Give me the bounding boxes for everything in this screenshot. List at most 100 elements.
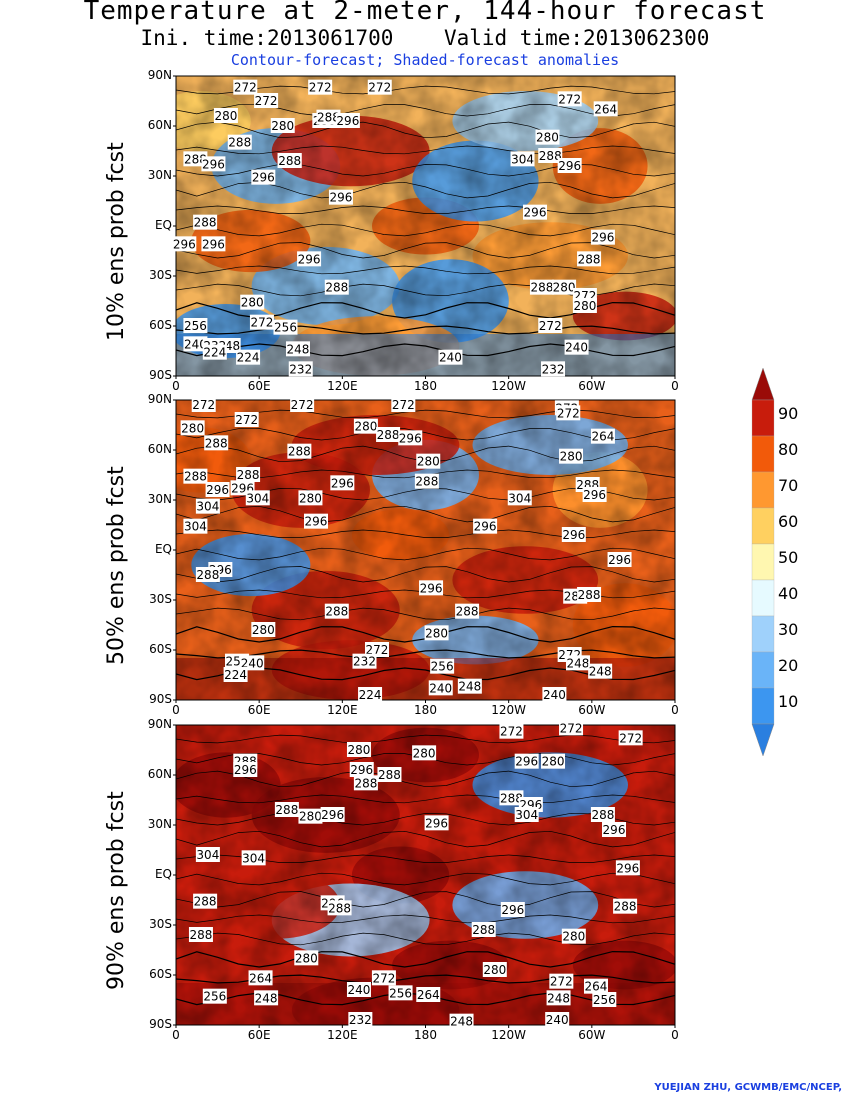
contour-label-text: 296 — [336, 114, 359, 128]
contour-label: 256 — [430, 658, 455, 674]
contour-label: 280 — [535, 129, 560, 145]
lat-tick-label: 60S — [149, 967, 172, 981]
contour-label-text: 288 — [275, 803, 298, 817]
contour-label: 288 — [277, 153, 302, 168]
chart-subtitle: Ini. time:2013061700 Valid time:20130623… — [140, 26, 710, 50]
contour-label-text: 288 — [578, 252, 601, 266]
contour-label-text: 280 — [181, 421, 204, 435]
map-panel-2 — [175, 399, 676, 701]
contour-label: 296 — [615, 860, 640, 876]
lat-tick-label: 30S — [149, 268, 172, 282]
contour-label: 296 — [297, 251, 322, 266]
contour-label: 280 — [482, 962, 507, 977]
contour-label: 296 — [582, 487, 607, 502]
contour-label: 288 — [538, 148, 563, 163]
contour-label-text: 288 — [591, 808, 614, 822]
lon-tick-label: 180 — [414, 379, 437, 393]
contour-label-text: 264 — [585, 980, 608, 994]
contour-label: 296 — [303, 513, 328, 529]
temperature-contour — [176, 547, 675, 561]
contour-label: 232 — [541, 361, 566, 377]
contour-label-text: 272 — [368, 81, 391, 95]
contour-label: 280 — [552, 279, 577, 295]
contour-label-text: 272 — [192, 398, 215, 412]
contour-label: 288 — [188, 927, 213, 942]
temperature-contour — [176, 529, 675, 538]
contour-label-text: 296 — [603, 823, 626, 837]
contour-label-text: 296 — [474, 520, 497, 534]
contour-label-text: 240 — [241, 656, 264, 670]
colorbar-bin — [751, 435, 775, 473]
contour-label-text: 280 — [560, 450, 583, 464]
contour-label-text: 296 — [298, 252, 321, 266]
temperature-contour — [176, 914, 675, 924]
contour-label: 288 — [377, 767, 402, 782]
contour-label: 304 — [195, 847, 220, 862]
temperature-contour — [176, 325, 675, 335]
contour-label: 232 — [352, 653, 377, 669]
contour-label-text: 280 — [348, 743, 371, 757]
colorbar-label: 60 — [778, 512, 799, 531]
contour-label: 288 — [183, 151, 208, 167]
contour-label-text: 288 — [539, 149, 562, 163]
lat-tick-label: 60S — [149, 642, 172, 656]
contour-label-text: 240 — [184, 337, 207, 351]
colorbar-bin — [751, 399, 775, 437]
contour-label: 272 — [254, 93, 279, 108]
contour-label: 240 — [545, 1012, 570, 1027]
contour-label: 296 — [233, 762, 258, 777]
contour-label-text: 296 — [558, 159, 581, 173]
contour-label-text: 224 — [224, 668, 247, 682]
contour-label: 296 — [201, 236, 226, 252]
contour-label: 264 — [593, 101, 618, 117]
temperature-contour — [176, 770, 675, 788]
contour-label: 280 — [424, 625, 449, 641]
contour-label: 224 — [202, 344, 227, 360]
temperature-contour — [176, 649, 675, 659]
contour-label-text: 296 — [252, 171, 275, 185]
contour-label: 288 — [227, 134, 252, 150]
contour-label: 296 — [320, 807, 345, 822]
lat-tick-label: 30N — [147, 817, 172, 831]
contour-label: 304 — [514, 807, 539, 822]
contour-label-text: 280 — [536, 131, 559, 145]
contour-label: 240 — [428, 680, 453, 696]
contour-label: 240 — [240, 655, 265, 671]
contour-label-text: 296 — [591, 231, 614, 245]
contour-label-text: 256 — [274, 321, 297, 335]
contour-label-text: 296 — [616, 861, 639, 875]
contour-label-text: 296 — [562, 528, 585, 542]
contour-label-text: 280 — [417, 455, 440, 469]
contour-label-text: 272 — [560, 721, 583, 735]
contour-label-text: 272 — [291, 398, 314, 412]
contour-label: 288 — [195, 567, 220, 582]
lon-tick-label: 120E — [327, 1028, 358, 1042]
contour-label-text: 272 — [372, 971, 395, 985]
contour-label-text: 304 — [511, 152, 534, 166]
contour-label: 288 — [324, 279, 349, 295]
contour-label-text: 296 — [399, 431, 422, 445]
temperature-contour — [176, 872, 675, 886]
contour-label-text: 272 — [235, 413, 258, 427]
contour-label: 272 — [618, 730, 643, 746]
contour-label: 272 — [234, 412, 259, 427]
contour-label: 264 — [590, 428, 615, 444]
colorbar-bin — [751, 543, 775, 581]
lon-tick-label: 120E — [327, 703, 358, 717]
temperature-contour — [176, 830, 675, 848]
contour-label-text: 296 — [420, 581, 443, 595]
contour-label: 304 — [195, 498, 220, 514]
lon-tick-label: 120W — [491, 379, 527, 393]
contour-label-text: 256 — [431, 660, 454, 674]
contour-label: 296 — [602, 822, 627, 837]
contour-label: 272 — [371, 970, 396, 986]
contour-label: 280 — [298, 490, 323, 506]
contour-label-text: 232 — [353, 655, 376, 669]
contour-label-text: 280 — [299, 810, 322, 824]
lon-tick-label: 120W — [491, 703, 527, 717]
colorbar-label: 90 — [778, 404, 799, 423]
contour-label: 296 — [424, 815, 449, 831]
contour-label-text: 240 — [543, 688, 566, 702]
contour-label-text: 256 — [389, 986, 412, 1000]
contour-label: 288 — [327, 900, 352, 916]
